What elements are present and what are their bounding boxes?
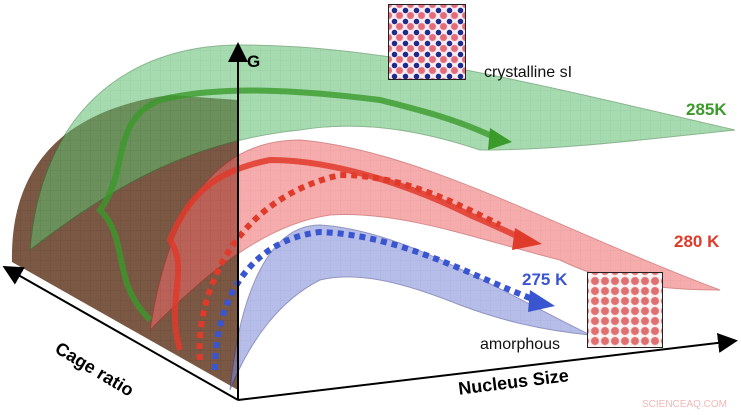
watermark: SCIENCEAQ.COM (642, 399, 728, 410)
blue-arrow-head (528, 290, 555, 312)
amorphous-label: amorphous (480, 336, 561, 353)
red-solid-pathway (166, 156, 527, 351)
green-arrow-head (488, 128, 512, 150)
crystalline-structure-image (388, 4, 466, 80)
red-arrow-head (512, 228, 542, 250)
label-280k: 280 K (674, 232, 720, 251)
green-pathway (96, 87, 502, 323)
blue-dotted-pathway (212, 228, 537, 371)
g-axis-label: G (247, 52, 261, 71)
nucleus-size-axis (237, 332, 738, 401)
red-dotted-pathway (196, 171, 502, 361)
amorphous-structure-image (587, 272, 663, 348)
label-285k: 285K (686, 100, 727, 119)
cage-ratio-axis (2, 266, 239, 401)
crystalline-label: crystalline sI (484, 64, 573, 81)
label-275k: 275 K (522, 270, 568, 289)
